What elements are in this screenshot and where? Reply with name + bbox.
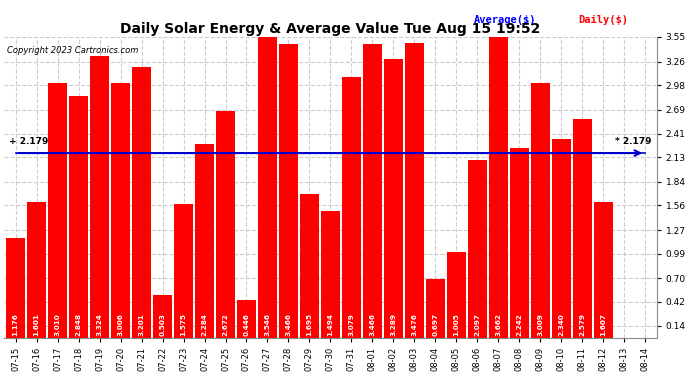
Bar [299, 194, 319, 338]
Text: 1.494: 1.494 [328, 313, 333, 336]
Bar [342, 77, 361, 338]
Text: 1.005: 1.005 [453, 313, 460, 336]
Text: 2.672: 2.672 [222, 313, 228, 336]
Title: Daily Solar Energy & Average Value Tue Aug 15 19:52: Daily Solar Energy & Average Value Tue A… [120, 22, 540, 36]
Text: 2.284: 2.284 [201, 313, 208, 336]
Bar [531, 83, 550, 338]
Bar [237, 300, 256, 338]
Text: 3.006: 3.006 [117, 313, 124, 336]
Bar [426, 279, 445, 338]
Text: 3.289: 3.289 [391, 313, 396, 336]
Text: 2.242: 2.242 [516, 313, 522, 336]
Bar [48, 83, 68, 338]
Text: Average($): Average($) [474, 15, 537, 25]
Bar [258, 38, 277, 338]
Text: Daily($): Daily($) [578, 15, 629, 25]
Bar [195, 144, 214, 338]
Bar [489, 27, 508, 338]
Text: 2.848: 2.848 [76, 313, 81, 336]
Text: 1.695: 1.695 [306, 313, 313, 336]
Text: 3.079: 3.079 [348, 313, 355, 336]
Bar [593, 201, 613, 338]
Bar [174, 204, 193, 338]
Text: 1.601: 1.601 [34, 313, 40, 336]
Bar [27, 202, 46, 338]
Text: + 2.179: + 2.179 [10, 137, 49, 146]
Bar [132, 66, 151, 338]
Text: 3.476: 3.476 [411, 313, 417, 336]
Text: 1.176: 1.176 [12, 313, 19, 336]
Text: 3.010: 3.010 [55, 313, 61, 336]
Text: 0.446: 0.446 [244, 313, 250, 336]
Text: 3.324: 3.324 [97, 313, 103, 336]
Bar [510, 148, 529, 338]
Bar [90, 56, 109, 338]
Bar [446, 252, 466, 338]
Text: 1.607: 1.607 [600, 313, 607, 336]
Bar [573, 119, 592, 338]
Bar [363, 44, 382, 338]
Text: 3.466: 3.466 [286, 313, 291, 336]
Bar [6, 238, 26, 338]
Text: 3.466: 3.466 [369, 313, 375, 336]
Text: 3.546: 3.546 [264, 313, 270, 336]
Bar [111, 83, 130, 338]
Text: 2.340: 2.340 [558, 313, 564, 336]
Text: 0.697: 0.697 [433, 313, 438, 336]
Bar [468, 160, 487, 338]
Text: 1.575: 1.575 [181, 313, 186, 336]
Bar [551, 140, 571, 338]
Text: 2.097: 2.097 [474, 313, 480, 336]
Text: 0.503: 0.503 [159, 313, 166, 336]
Text: 3.201: 3.201 [139, 313, 145, 336]
Bar [69, 96, 88, 338]
Text: * 2.179: * 2.179 [615, 137, 651, 146]
Text: 3.009: 3.009 [538, 313, 543, 336]
Bar [321, 211, 340, 338]
Bar [384, 59, 403, 338]
Bar [405, 43, 424, 338]
Bar [279, 44, 298, 338]
Bar [216, 111, 235, 338]
Text: 3.662: 3.662 [495, 313, 501, 336]
Text: 2.579: 2.579 [579, 313, 585, 336]
Bar [153, 295, 172, 338]
Text: Copyright 2023 Cartronics.com: Copyright 2023 Cartronics.com [8, 46, 139, 55]
